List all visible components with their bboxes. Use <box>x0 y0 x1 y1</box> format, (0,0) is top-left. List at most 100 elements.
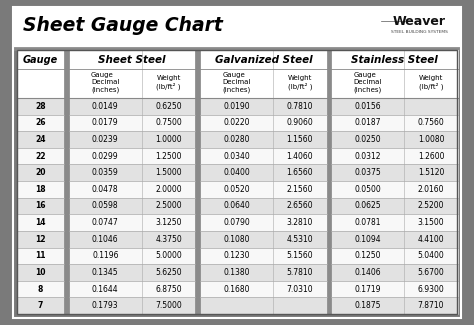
Text: 5.1560: 5.1560 <box>286 251 313 260</box>
Text: 0.0250: 0.0250 <box>355 135 381 144</box>
Text: 0.0400: 0.0400 <box>223 168 250 177</box>
Bar <box>331 198 458 214</box>
Bar <box>69 198 195 214</box>
Text: 2.0000: 2.0000 <box>155 185 182 194</box>
Text: 0.0220: 0.0220 <box>223 118 250 127</box>
Bar <box>69 164 195 181</box>
Bar <box>331 69 458 98</box>
Text: 1.0000: 1.0000 <box>155 135 182 144</box>
Text: 0.0478: 0.0478 <box>92 185 118 194</box>
Text: 0.1230: 0.1230 <box>223 251 250 260</box>
Bar <box>331 264 458 281</box>
Text: 0.1196: 0.1196 <box>92 251 118 260</box>
Text: 0.0520: 0.0520 <box>223 185 250 194</box>
Bar <box>69 50 195 69</box>
Bar <box>331 164 458 181</box>
Text: 0.0239: 0.0239 <box>92 135 118 144</box>
Text: 1.4060: 1.4060 <box>286 152 313 161</box>
Text: 7.8710: 7.8710 <box>418 301 444 310</box>
Text: 1.1560: 1.1560 <box>286 135 313 144</box>
Text: 0.7560: 0.7560 <box>418 118 444 127</box>
Bar <box>327 50 331 314</box>
Text: 14: 14 <box>36 218 46 227</box>
Text: 1.5120: 1.5120 <box>418 168 444 177</box>
Bar <box>200 231 327 248</box>
Text: Galvanized Steel: Galvanized Steel <box>215 55 312 65</box>
Text: 0.1793: 0.1793 <box>92 301 118 310</box>
Text: 20: 20 <box>36 168 46 177</box>
Text: 0.0187: 0.0187 <box>355 118 381 127</box>
Text: 0.0280: 0.0280 <box>223 135 250 144</box>
Text: 5.6700: 5.6700 <box>418 268 444 277</box>
Text: 5.7810: 5.7810 <box>286 268 313 277</box>
Bar <box>200 115 327 131</box>
Text: 4.5310: 4.5310 <box>286 235 313 244</box>
Bar <box>17 297 64 314</box>
Text: 1.0080: 1.0080 <box>418 135 444 144</box>
Text: 10: 10 <box>36 268 46 277</box>
Bar <box>200 248 327 264</box>
Text: 1.2500: 1.2500 <box>155 152 182 161</box>
Text: 24: 24 <box>36 135 46 144</box>
Text: 1.6560: 1.6560 <box>286 168 313 177</box>
Bar <box>17 164 64 181</box>
Text: 0.0156: 0.0156 <box>355 102 381 111</box>
Text: 7.0310: 7.0310 <box>286 285 313 293</box>
Text: 4.3750: 4.3750 <box>155 235 182 244</box>
Text: 18: 18 <box>36 185 46 194</box>
Text: 3.1500: 3.1500 <box>418 218 444 227</box>
Bar <box>331 281 458 297</box>
Text: 3.1250: 3.1250 <box>155 218 182 227</box>
Text: 2.6560: 2.6560 <box>286 202 313 211</box>
Bar <box>200 131 327 148</box>
Bar <box>200 148 327 164</box>
Bar <box>13 47 461 50</box>
Text: 0.0640: 0.0640 <box>223 202 250 211</box>
Text: 7: 7 <box>38 301 43 310</box>
Bar <box>17 214 64 231</box>
Text: 0.1719: 0.1719 <box>355 285 381 293</box>
Text: 0.0299: 0.0299 <box>92 152 118 161</box>
Bar <box>200 69 327 98</box>
Text: 1.2600: 1.2600 <box>418 152 444 161</box>
Text: STEEL BUILDING SYSTEMS: STEEL BUILDING SYSTEMS <box>391 30 447 34</box>
Bar <box>331 181 458 198</box>
Text: 3.2810: 3.2810 <box>287 218 313 227</box>
Text: 0.1644: 0.1644 <box>92 285 118 293</box>
Text: 0.1046: 0.1046 <box>92 235 118 244</box>
Text: 11: 11 <box>36 251 46 260</box>
Text: 6.9300: 6.9300 <box>418 285 444 293</box>
Bar <box>17 148 64 164</box>
Text: Gauge
Decimal
(inches): Gauge Decimal (inches) <box>222 72 251 93</box>
Bar <box>17 181 64 198</box>
Text: 2.5200: 2.5200 <box>418 202 444 211</box>
Text: 0.0149: 0.0149 <box>92 102 118 111</box>
Text: 2.0160: 2.0160 <box>418 185 444 194</box>
Bar <box>17 50 64 69</box>
Bar <box>17 50 457 314</box>
Text: 1.5000: 1.5000 <box>155 168 182 177</box>
Bar <box>69 248 195 264</box>
Bar <box>17 131 64 148</box>
Bar <box>331 214 458 231</box>
Text: 0.0781: 0.0781 <box>355 218 381 227</box>
Bar <box>13 7 461 47</box>
Bar <box>331 50 458 69</box>
Text: 0.0500: 0.0500 <box>355 185 381 194</box>
Bar <box>17 98 64 115</box>
Text: Gauge
Decimal
(inches): Gauge Decimal (inches) <box>91 72 119 93</box>
Text: 26: 26 <box>36 118 46 127</box>
Text: 5.0400: 5.0400 <box>418 251 444 260</box>
Text: 0.0190: 0.0190 <box>223 102 250 111</box>
Bar <box>69 281 195 297</box>
Bar <box>64 50 69 314</box>
Text: Weight
(lb/ft² ): Weight (lb/ft² ) <box>288 75 312 90</box>
Bar <box>69 131 195 148</box>
Bar <box>69 297 195 314</box>
Text: 7.5000: 7.5000 <box>155 301 182 310</box>
Bar <box>69 231 195 248</box>
Text: Weight
(lb/ft² ): Weight (lb/ft² ) <box>156 75 181 90</box>
Bar <box>331 115 458 131</box>
Text: Weaver: Weaver <box>392 15 446 28</box>
Bar <box>200 214 327 231</box>
